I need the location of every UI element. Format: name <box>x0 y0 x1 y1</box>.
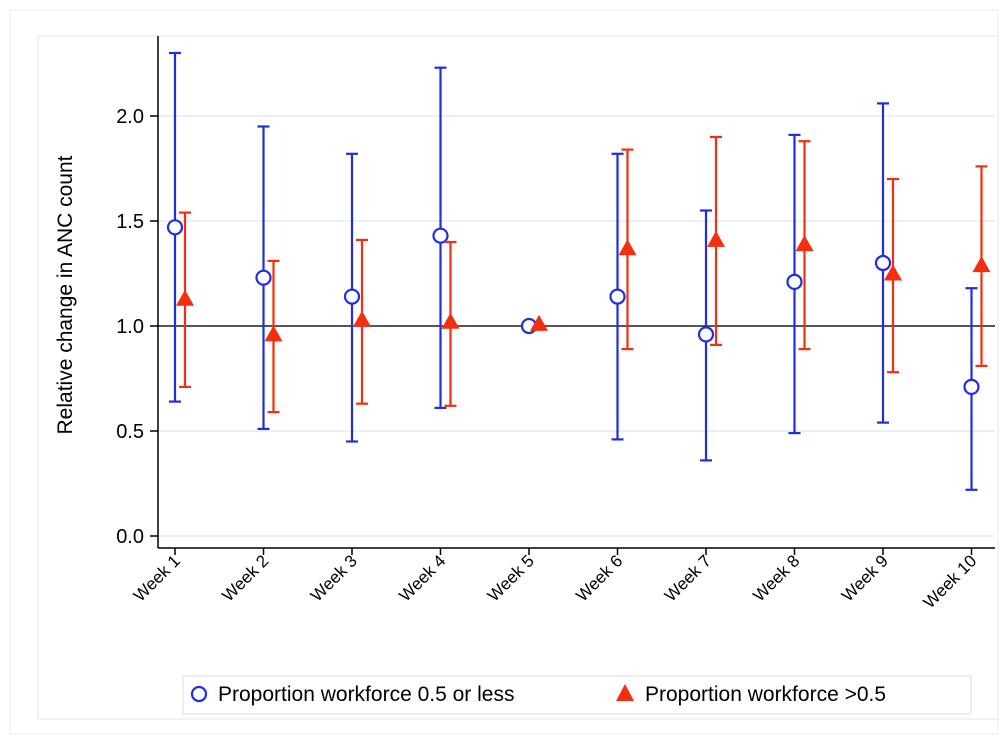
point-series-2 <box>176 289 194 306</box>
point-series-1 <box>609 288 626 305</box>
y-tick-label: 0.5 <box>116 421 144 443</box>
legend-marker-series-2 <box>616 684 634 701</box>
point-series-2 <box>707 230 725 247</box>
point-series-1 <box>963 378 980 395</box>
legend-box <box>182 675 972 715</box>
legend-label-series-2: Proportion workforce >0.5 <box>645 683 886 706</box>
plot-series <box>166 51 991 491</box>
point-series-2 <box>618 239 637 256</box>
y-tick-label: 2.0 <box>116 106 144 128</box>
point-series-1 <box>343 288 361 305</box>
point-series-2 <box>795 235 814 252</box>
point-series-2 <box>530 314 548 331</box>
y-tick-label: 0.0 <box>116 526 144 548</box>
legend-label-series-1: Proportion workforce 0.5 or less <box>218 683 514 706</box>
point-series-1 <box>432 227 449 244</box>
point-series-1 <box>786 273 803 290</box>
point-series-1 <box>874 254 892 272</box>
inner-frame <box>37 35 999 720</box>
y-axis-label: Relative change in ANC count <box>54 155 77 434</box>
y-tick-label: 1.5 <box>116 211 144 233</box>
point-series-2 <box>884 264 902 281</box>
point-series-1 <box>255 269 272 286</box>
y-tick-label: 1.0 <box>116 316 144 338</box>
point-series-1 <box>166 219 184 236</box>
point-series-1 <box>697 326 715 343</box>
point-series-2 <box>264 325 283 342</box>
point-series-2 <box>441 312 460 329</box>
point-series-2 <box>972 256 991 273</box>
legend-marker-series-1 <box>190 685 208 703</box>
point-series-2 <box>353 310 371 327</box>
legend: Proportion workforce 0.5 or less Proport… <box>182 675 972 715</box>
